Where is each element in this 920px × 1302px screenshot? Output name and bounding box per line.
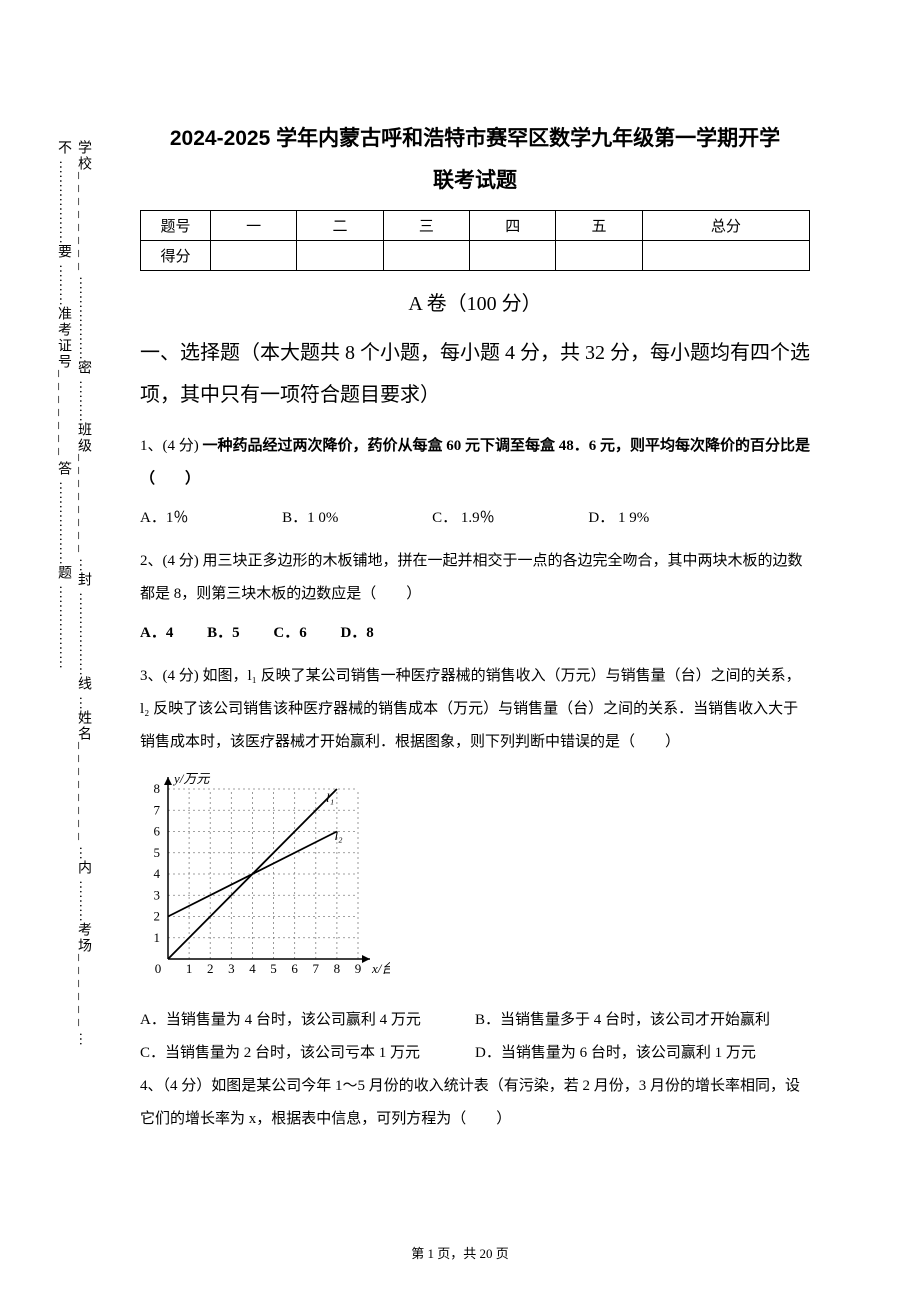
question-text: 一种药品经过两次降价，药价从每盒 60 元下调至每盒 48．6 元，则平均每次降… [140,438,810,487]
question-4: 4、（4 分）如图是某公司今年 1～5 月份的收入统计表（有污染，若 2 月份，… [140,1070,810,1136]
paper-label: A 卷（100 分） [140,287,810,316]
svg-text:5: 5 [154,844,161,859]
strip-text: 学校________………………密………班级________…封………………线…… [53,140,93,1120]
table-cell [297,240,383,270]
chart-figure: y/万元012345678912345678l₁l₂x/台 [140,767,810,992]
table-header: 五 [556,210,642,240]
question-1: 1、(4 分) 一种药品经过两次降价，药价从每盒 60 元下调至每盒 48．6 … [140,430,810,496]
svg-text:7: 7 [154,802,161,817]
option-c: C．6 [273,617,306,650]
exam-page: 学校________………………密………班级________…封………………线…… [0,0,920,1182]
svg-text:0: 0 [155,961,162,976]
option-d: D．当销售量为 6 台时，该公司赢利 1 万元 [475,1037,810,1070]
question-number: 4、（4 分） [140,1078,211,1094]
option-a: A．当销售量为 4 台时，该公司赢利 4 万元 [140,1004,475,1037]
table-cell [642,240,809,270]
table-header: 三 [383,210,469,240]
question-3-options: A．当销售量为 4 台时，该公司赢利 4 万元 B．当销售量多于 4 台时，该公… [140,1004,810,1070]
question-3: 3、(4 分) 如图，l₁ 反映了某公司销售一种医疗器械的销售收入（万元）与销售… [140,660,810,759]
svg-text:7: 7 [313,961,320,976]
exam-title-line1: 2024-2025 学年内蒙古呼和浩特市赛罕区数学九年级第一学期开学 [140,120,810,158]
question-number: 2、(4 分) [140,553,203,569]
question-text: 如图是某公司今年 1～5 月份的收入统计表（有污染，若 2 月份，3 月份的增长… [140,1078,800,1127]
option-b: B．当销售量多于 4 台时，该公司才开始赢利 [475,1004,810,1037]
option-a: A．4 [140,617,173,650]
table-cell [556,240,642,270]
svg-text:3: 3 [228,961,235,976]
svg-text:l₁: l₁ [326,789,334,804]
score-table: 题号 一 二 三 四 五 总分 得分 [140,210,810,271]
table-cell [383,240,469,270]
option-a: A．1％ [140,502,188,535]
table-cell [470,240,556,270]
table-row: 得分 [141,240,810,270]
svg-text:4: 4 [154,866,161,881]
svg-text:y/万元: y/万元 [172,771,210,786]
svg-text:3: 3 [154,887,161,902]
svg-text:l₂: l₂ [334,828,343,843]
option-b: B．1 0% [282,502,338,535]
svg-text:4: 4 [249,961,256,976]
question-number: 1、(4 分) [140,438,203,454]
question-1-options: A．1％ B．1 0% C． 1.9％ D． 1 9% [140,502,810,535]
svg-text:9: 9 [355,961,362,976]
table-header: 四 [470,210,556,240]
section-heading: 一、选择题（本大题共 8 个小题，每小题 4 分，共 32 分，每小题均有四个选… [140,332,810,416]
question-2: 2、(4 分) 用三块正多边形的木板铺地，拼在一起并相交于一点的各边完全吻合，其… [140,545,810,611]
table-header: 一 [211,210,297,240]
question-2-options: A．4 B．5 C．6 D．8 [140,617,810,650]
option-c: C．当销售量为 2 台时，该公司亏本 1 万元 [140,1037,475,1070]
table-cell [211,240,297,270]
table-header: 题号 [141,210,211,240]
option-d: D．8 [340,617,373,650]
page-footer: 第 1 页，共 20 页 [0,1243,920,1262]
svg-text:2: 2 [154,908,161,923]
option-b: B．5 [207,617,240,650]
svg-text:8: 8 [334,961,341,976]
table-row: 题号 一 二 三 四 五 总分 [141,210,810,240]
line-chart: y/万元012345678912345678l₁l₂x/台 [140,767,390,987]
svg-text:1: 1 [154,929,161,944]
table-header: 总分 [642,210,809,240]
svg-text:6: 6 [291,961,298,976]
svg-text:6: 6 [154,823,161,838]
svg-text:1: 1 [186,961,193,976]
svg-text:8: 8 [154,781,161,796]
table-header: 二 [297,210,383,240]
svg-text:x/台: x/台 [371,961,390,976]
table-cell: 得分 [141,240,211,270]
question-text: 如图，l₁ 反映了某公司销售一种医疗器械的销售收入（万元）与销售量（台）之间的关… [140,668,801,750]
option-c: C． 1.9％ [432,502,495,535]
question-number: 3、(4 分) [140,668,203,684]
svg-text:2: 2 [207,961,214,976]
option-d: D． 1 9% [588,502,649,535]
binding-strip: 学校________………………密………班级________…封………………线…… [48,140,98,1120]
svg-text:5: 5 [270,961,277,976]
exam-title-line2: 联考试题 [140,162,810,200]
question-text: 用三块正多边形的木板铺地，拼在一起并相交于一点的各边完全吻合，其中两块木板的边数… [140,553,803,602]
